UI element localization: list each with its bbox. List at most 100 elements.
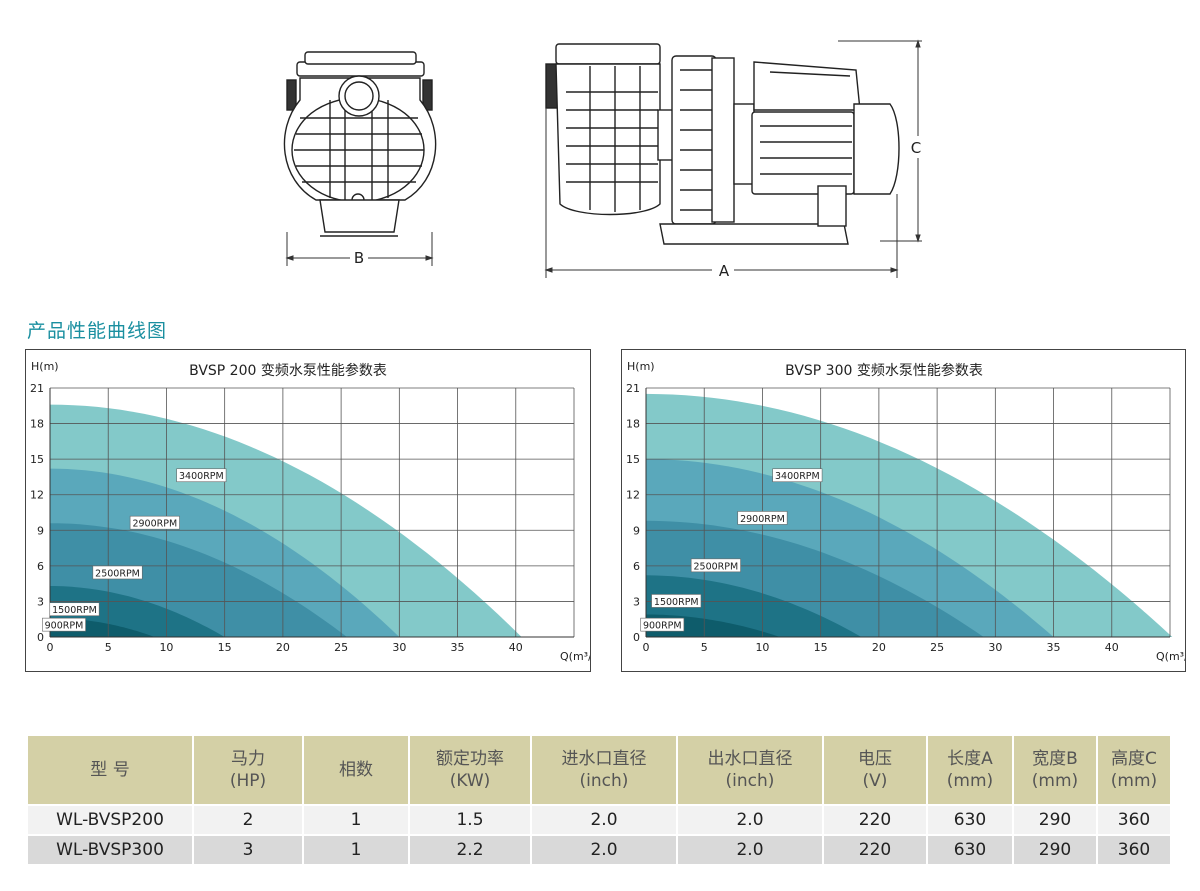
cell-hp: 3 [194,836,302,864]
dimension-c-label: C [911,139,921,157]
cell-rated-power: 1.5 [410,806,530,834]
series-label-box [651,594,702,608]
x-tick-label: 10 [159,641,173,654]
y-tick-label: 3 [633,595,640,608]
series-label-box [690,558,741,573]
cell-phase: 1 [304,836,408,864]
cell-width-b: 290 [1014,836,1096,864]
series-label-1500rpm: 1500RPM [651,594,702,608]
pump-side-view [545,43,900,245]
cell-voltage: 220 [824,836,926,864]
x-tick-label: 40 [1105,641,1119,654]
performance-chart-bvsp200: BVSP 200 变频水泵性能参数表 H(m) Q(m³/h) 0 5 10 15 20 25 3… [25,349,591,672]
chart-svg: BVSP 200 变频水泵性能参数表 H(m) Q(m³/h) 0 5 10 15 20 25 3… [30,360,590,663]
header-voltage: 电压 (V) [824,736,926,804]
series-label-2900rpm: 2900RPM [129,515,180,530]
series-label-900rpm: 900RPM [42,617,86,632]
y-tick-label: 9 [37,524,44,537]
y-axis-label: H(m) [31,360,59,373]
header-phase: 相数 [304,736,408,804]
series-label-2900rpm: 2900RPM [737,511,788,525]
x-axis-label: Q(m³/h) [1156,650,1185,663]
series-label-3400rpm: 3400RPM [176,468,227,483]
y-tick-label: 12 [626,489,640,502]
x-tick-label: 15 [218,641,232,654]
series-label-text: 2500RPM [694,561,739,572]
cell-inlet-diameter: 2.0 [532,836,676,864]
cell-outlet-diameter: 2.0 [678,806,822,834]
series-label-box [49,602,100,617]
x-tick-label: 5 [105,641,112,654]
y-tick-label: 15 [626,453,640,466]
dimension-a-label: A [719,262,730,280]
x-tick-label: 30 [988,641,1002,654]
y-tick-label: 9 [633,524,640,537]
spec-table: 型 号 马力 (HP) 相数 额定功率 (KW) 进水口直径 (inch) 出水口直径… [26,734,1172,866]
y-tick-label: 21 [626,382,640,395]
y-tick-label: 18 [30,418,44,431]
pump-drawings: B [283,39,922,280]
cell-width-b: 290 [1014,806,1096,834]
cell-hp: 2 [194,806,302,834]
dimension-c [838,39,922,243]
y-tick-label: 6 [633,560,640,573]
x-tick-label: 30 [392,641,406,654]
series-label-box [176,468,227,483]
section-title: 产品性能曲线图 [27,320,168,342]
header-height-c: 高度C (mm) [1098,736,1170,804]
chart-svg: BVSP 300 变频水泵性能参数表 H(m) Q(m³/h) 0 5 10 15 20 25 3… [626,360,1185,663]
y-tick-label: 15 [30,453,44,466]
cell-outlet-diameter: 2.0 [678,836,822,864]
cell-height-c: 360 [1098,836,1170,864]
header-model: 型 号 [28,736,192,804]
x-tick-label: 35 [451,641,465,654]
header-outlet-diameter: 出水口直径 (inch) [678,736,822,804]
cell-length-a: 630 [928,836,1012,864]
x-tick-label: 10 [755,641,769,654]
series-label-text: 3400RPM [775,471,820,482]
series-label-box [772,468,823,483]
series-label-3400rpm: 3400RPM [772,468,823,483]
series-label-text: 2900RPM [740,514,785,525]
series-label-text: 3400RPM [179,471,224,482]
header-inlet-diameter: 进水口直径 (inch) [532,736,676,804]
x-tick-label: 20 [276,641,290,654]
series-label-2500rpm: 2500RPM [92,565,143,580]
performance-chart-bvsp300: BVSP 300 变频水泵性能参数表 H(m) Q(m³/h) 0 5 10 15 20 25 3… [621,349,1186,672]
series-label-text: 900RPM [45,621,84,632]
series-label-text: 1500RPM [654,597,699,608]
series-label-box [42,617,86,632]
series-label-text: 2500RPM [95,568,140,579]
dimension-b [285,232,434,266]
series-label-text: 2900RPM [132,519,177,530]
series-label-1500rpm: 1500RPM [49,602,100,617]
series-label-box [640,617,685,632]
cell-length-a: 630 [928,806,1012,834]
x-tick-label: 35 [1047,641,1061,654]
y-axis-label: H(m) [627,360,655,373]
cell-phase: 1 [304,806,408,834]
x-tick-label: 25 [930,641,944,654]
cell-model: WL-BVSP200 [28,806,192,834]
cell-height-c: 360 [1098,806,1170,834]
series-label-box [92,565,143,580]
header-width-b: 宽度B (mm) [1014,736,1096,804]
pump-front-view [283,51,437,237]
series-label-box [737,511,788,525]
header-length-a: 长度A (mm) [928,736,1012,804]
x-tick-label: 0 [47,641,54,654]
series-label-box [129,515,180,530]
y-tick-label: 3 [37,595,44,608]
y-tick-label: 21 [30,382,44,395]
cell-inlet-diameter: 2.0 [532,806,676,834]
y-tick-label: 6 [37,560,44,573]
series-label-text: 1500RPM [52,605,97,616]
header-rated-power: 额定功率 (KW) [410,736,530,804]
x-tick-label: 40 [509,641,523,654]
table-row: WL-BVSP200 2 1 1.5 2.0 2.0 220 630 290 3… [28,806,1170,834]
x-tick-label: 25 [334,641,348,654]
series-label-900rpm: 900RPM [640,617,685,632]
y-tick-label: 18 [626,418,640,431]
cell-rated-power: 2.2 [410,836,530,864]
y-tick-label: 12 [30,489,44,502]
